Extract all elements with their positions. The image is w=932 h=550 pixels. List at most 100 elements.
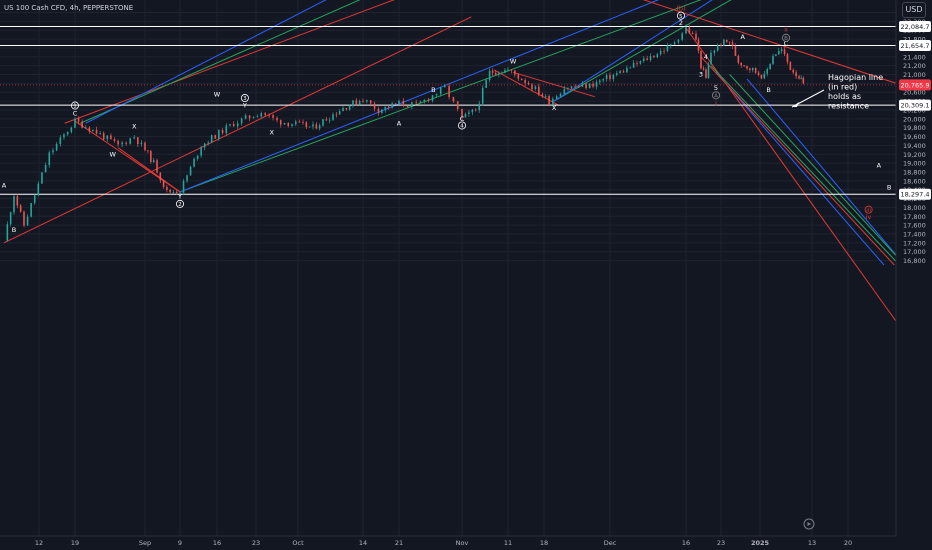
time-tick-label: 16 xyxy=(682,539,690,547)
wave-label: 4 xyxy=(704,53,708,61)
candle-body xyxy=(612,74,615,80)
candle-body xyxy=(716,44,719,51)
level-label: 22,084.7 xyxy=(901,23,930,31)
candle-body xyxy=(129,138,131,144)
candle-body xyxy=(415,102,417,104)
candle-body xyxy=(225,125,228,134)
candle-body xyxy=(398,100,400,105)
candle-body xyxy=(581,83,584,87)
candle-body xyxy=(229,124,231,126)
wave-label: C xyxy=(784,40,789,48)
price-tick-label: 19,200 xyxy=(903,151,926,159)
candle-body xyxy=(585,83,587,89)
candle-body xyxy=(312,124,314,127)
candle-body xyxy=(268,114,270,116)
wave-label: iii xyxy=(866,208,871,214)
candle-body xyxy=(355,100,358,105)
wave-label: 4 xyxy=(460,124,464,130)
candle-body xyxy=(798,76,800,79)
candle-body xyxy=(193,158,195,167)
candle-body xyxy=(140,142,143,145)
candle-body xyxy=(48,152,51,166)
candle-body xyxy=(481,87,484,104)
annotation-line: resistance xyxy=(828,102,869,111)
replay-icon[interactable] xyxy=(803,518,815,530)
wave-label: 5 xyxy=(714,84,718,92)
price-tick-label: 19,800 xyxy=(903,124,926,132)
candle-body xyxy=(517,74,520,79)
level-label-bg xyxy=(899,188,931,200)
level-label: 20,309.1 xyxy=(901,102,930,110)
candle-body xyxy=(244,115,247,119)
candle-body xyxy=(725,39,728,42)
candle-body xyxy=(325,119,328,121)
level-label: 18,297.4 xyxy=(901,191,930,199)
candle-body xyxy=(99,133,101,134)
time-tick-label: 23 xyxy=(717,539,725,547)
candle-body xyxy=(498,73,500,75)
candle-body xyxy=(636,62,638,64)
candle-body xyxy=(121,142,123,145)
candle-body xyxy=(338,111,341,115)
candle-body xyxy=(207,142,209,144)
candle-body xyxy=(214,135,217,139)
candle-body xyxy=(279,120,282,125)
wave-label-circle xyxy=(457,121,466,130)
level-label-bg xyxy=(899,99,931,111)
time-tick-label: 11 xyxy=(504,539,512,547)
candle-body xyxy=(419,101,422,103)
pitchfork-line xyxy=(642,0,910,89)
candle-body xyxy=(92,129,94,132)
annotation-line: holds as xyxy=(828,92,861,101)
candle-body xyxy=(218,129,220,139)
time-axis[interactable]: 12 19 Sep 9 16 23 Oct 14 21 Nov 11 18 Dec 16 23 2025 13 2… xyxy=(35,539,852,547)
candle-body xyxy=(318,125,321,129)
currency-button[interactable]: USD xyxy=(902,2,926,18)
candle-body xyxy=(632,62,635,68)
wave-label-circle xyxy=(676,11,685,20)
candle-body xyxy=(37,183,40,196)
candle-body xyxy=(763,73,766,79)
price-tick-label: 17,800 xyxy=(903,213,926,221)
candle-body xyxy=(749,68,751,70)
candle-body xyxy=(394,103,397,105)
pitchfork-line xyxy=(85,0,327,124)
pitchfork-lines xyxy=(3,0,911,341)
candle-body xyxy=(332,114,334,120)
candle-body xyxy=(322,119,324,126)
pitchfork-line xyxy=(700,56,895,266)
candle-body xyxy=(95,129,98,134)
wave-label-circle xyxy=(782,33,791,42)
candle-body xyxy=(488,70,491,81)
wave-label: A xyxy=(397,119,402,127)
last-price-label: 20,765.9 xyxy=(901,81,930,89)
candle-body xyxy=(435,93,438,96)
candle-body xyxy=(646,58,648,60)
annotation-line: Hagopian line xyxy=(828,73,883,82)
candle-body xyxy=(203,143,206,148)
candle-body xyxy=(599,80,601,83)
candle-body xyxy=(697,39,700,51)
candle-body xyxy=(283,122,286,125)
candle-body xyxy=(520,78,523,81)
candle-body xyxy=(468,112,470,114)
candle-body xyxy=(757,72,760,75)
candle-body xyxy=(615,73,618,75)
candle-body xyxy=(800,77,802,79)
candle-body xyxy=(179,192,181,194)
candle-body xyxy=(592,83,594,87)
candle-body xyxy=(366,100,368,102)
candle-body xyxy=(256,116,259,118)
candle-body xyxy=(63,134,65,138)
candle-body xyxy=(595,82,598,87)
time-tick-label: 23 xyxy=(252,539,260,547)
candle-body xyxy=(504,70,506,73)
candle-body xyxy=(728,41,731,43)
candle-body xyxy=(144,142,146,151)
candle-body xyxy=(342,107,344,112)
candle-body xyxy=(507,69,509,71)
candle-body xyxy=(182,180,185,193)
price-tick-label: 17,600 xyxy=(903,222,926,230)
candle-body xyxy=(13,196,15,213)
